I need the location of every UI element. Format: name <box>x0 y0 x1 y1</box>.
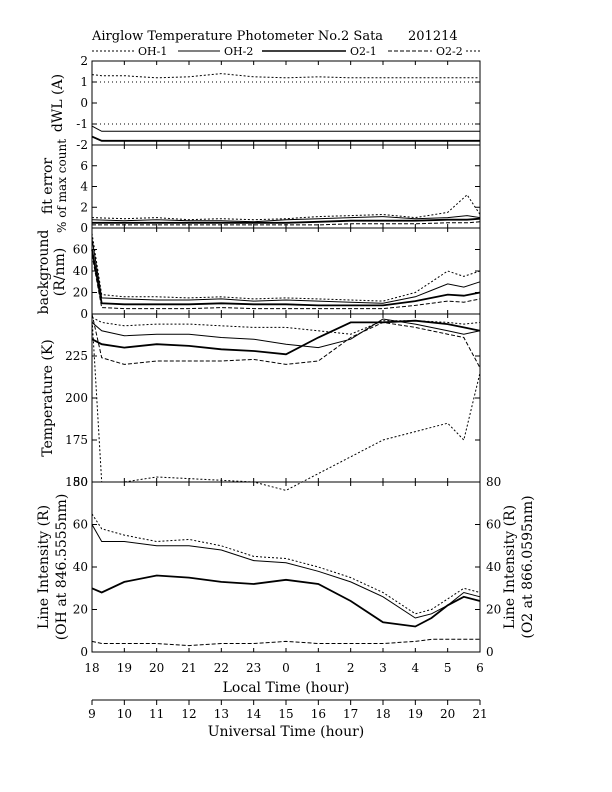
xtick-label-ut: 12 <box>181 707 196 721</box>
ytick-label: 6 <box>80 159 88 173</box>
panel-background-frame <box>91 227 481 315</box>
xlabel-local: Local Time (hour) <box>223 680 350 696</box>
ytick-label: 175 <box>65 433 88 447</box>
legend: OH-1 OH-2 O2-1 O2-2 <box>92 45 480 58</box>
xtick-label-ut: 13 <box>214 707 229 721</box>
ytick-label: 1 <box>80 75 88 89</box>
legend-label-o21: O2-1 <box>350 45 377 58</box>
ytick-label: 4 <box>80 180 88 194</box>
series-line-fit-o2-2 <box>92 221 481 226</box>
xtick-label-ut: 17 <box>343 707 358 721</box>
series-line-fit-oh-1 <box>91 194 481 221</box>
ylabel-fit-2: % of max count <box>55 139 69 233</box>
ytick-label: 40 <box>73 560 88 574</box>
ytick-label: 200 <box>65 391 88 405</box>
series-line-background-o2-2 <box>91 254 481 310</box>
ytick-label: 0 <box>80 96 88 110</box>
xtick-label-local: 6 <box>476 661 484 675</box>
xtick-label-ut: 20 <box>440 707 455 721</box>
panel-dwl-frame <box>91 60 481 146</box>
ylabel-intensity-right: Line Intensity (R) <box>502 505 518 629</box>
ytick-label: 0 <box>80 307 88 321</box>
ytick-label: 60 <box>73 518 88 532</box>
panel-fit-frame <box>91 144 481 229</box>
xtick-label-local: 22 <box>214 661 229 675</box>
legend-label-oh1: OH-1 <box>138 45 167 58</box>
panel-temperature-frame <box>91 313 481 483</box>
xlabel-ut: Universal Time (hour) <box>208 724 365 740</box>
series-line-dwl-oh-1 <box>91 73 480 79</box>
ytick-label: 0 <box>80 221 88 235</box>
figure-title: Airglow Temperature Photometer No.2 Sata <box>91 29 383 44</box>
ytick-label: 2 <box>80 200 88 214</box>
ylabel-background-2: (R/nm) <box>52 248 68 296</box>
ytick-label-right: 40 <box>486 560 501 574</box>
series-line-temperature-o2-1 <box>91 319 481 356</box>
plot-layer: -2-1012024602040601501752002250204060800… <box>65 54 501 721</box>
xtick-label-local: 21 <box>181 661 196 675</box>
ytick-label: 20 <box>73 286 88 300</box>
ytick-label-right: 20 <box>486 603 501 617</box>
xtick-label-local: 18 <box>84 661 99 675</box>
ytick-label: 150 <box>65 475 88 489</box>
xtick-label-local: 23 <box>246 661 261 675</box>
series-line-dwl-o2-1 <box>91 125 480 132</box>
ytick-label: -2 <box>76 138 88 152</box>
xtick-label-local: 3 <box>379 661 387 675</box>
xtick-label-ut: 16 <box>311 707 326 721</box>
legend-label-o22: O2-2 <box>436 45 463 58</box>
ytick-label: 20 <box>73 603 88 617</box>
xtick-label-ut: 10 <box>117 707 132 721</box>
xtick-label-local: 2 <box>347 661 355 675</box>
ylabel-dwl: dWL (A) <box>50 74 66 132</box>
ytick-label: 40 <box>73 264 88 278</box>
ylabel-intensity: Line Intensity (R) <box>36 505 52 629</box>
xtick-label-ut: 19 <box>408 707 423 721</box>
series-line-fit-oh-2 <box>91 215 481 223</box>
ytick-label: -1 <box>76 117 88 131</box>
ylabel-fit: fit error <box>40 158 56 215</box>
series-line-temperature-o2-2 <box>91 317 481 491</box>
series-line-temperature-o2-2 <box>91 313 481 369</box>
series-line-background-oh-1 <box>91 233 481 302</box>
series-line-temperature-oh-2 <box>91 318 481 349</box>
series-line-intensity-o2-2 <box>91 638 480 647</box>
ytick-label: 0 <box>80 645 88 659</box>
ytick-label-right: 80 <box>486 475 501 489</box>
xtick-label-local: 1 <box>315 661 323 675</box>
ylabel-temperature: Temperature (K) <box>40 339 56 457</box>
xtick-label-local: 20 <box>149 661 164 675</box>
series-line-intensity-o2-1 <box>91 574 481 628</box>
xtick-label-ut: 9 <box>88 707 96 721</box>
series-line-intensity-oh-1 <box>91 513 481 615</box>
panel-intensity-frame <box>91 481 481 653</box>
series-line-background-oh-2 <box>91 238 481 304</box>
ytick-label: 60 <box>73 243 88 257</box>
xtick-label-ut: 21 <box>472 707 487 721</box>
xtick-label-ut: 15 <box>278 707 293 721</box>
xtick-label-local: 0 <box>282 661 290 675</box>
ytick-label: 80 <box>73 475 88 489</box>
ylabel-background: background <box>36 230 52 315</box>
xtick-label-local: 19 <box>117 661 132 675</box>
xtick-label-local: 5 <box>444 661 452 675</box>
ylabel-intensity-right-2: (O2 at 866.0595nm) <box>520 495 536 638</box>
series-line-fit-o2-1 <box>92 217 481 224</box>
ytick-label: 2 <box>80 54 88 68</box>
xtick-label-ut: 18 <box>375 707 390 721</box>
series-line-temperature-oh-1 <box>91 316 481 335</box>
figure-date: 201214 <box>408 29 458 44</box>
ytick-label-right: 0 <box>486 645 494 659</box>
xtick-label-local: 4 <box>412 661 420 675</box>
series-line-background-o2-1 <box>91 249 481 307</box>
xtick-label-ut: 14 <box>246 707 262 721</box>
legend-label-oh2: OH-2 <box>224 45 253 58</box>
series-line-dwl-o2-2 <box>91 135 480 142</box>
xtick-label-ut: 11 <box>149 707 164 721</box>
series-line-intensity-oh-2 <box>91 524 481 619</box>
ylabel-intensity-2: (OH at 846.5555nm) <box>54 494 70 641</box>
ytick-label: 225 <box>65 349 88 363</box>
ytick-label-right: 60 <box>486 518 501 532</box>
